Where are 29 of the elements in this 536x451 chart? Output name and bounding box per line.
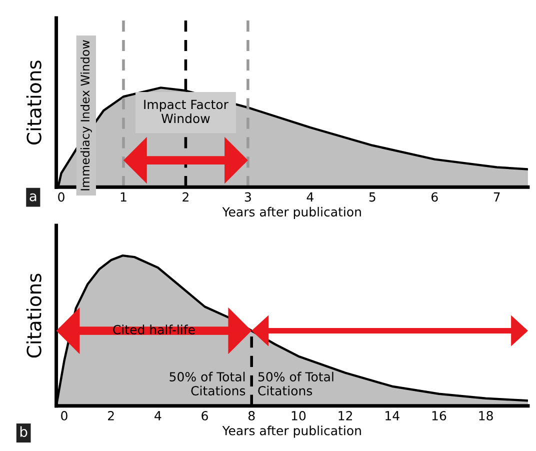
x-tick-label: 0 <box>61 410 68 420</box>
annotation: 50% of Total Citations <box>258 372 334 396</box>
x-tick-label: 6 <box>432 192 438 202</box>
x-axis-title: Years after publication <box>222 206 361 219</box>
x-tick-label: 5 <box>369 192 376 202</box>
annotation: 50% of Total Citations <box>170 372 246 396</box>
x-tick-label: 12 <box>338 410 352 420</box>
annotation: Immediacy Index Window <box>80 40 92 190</box>
x-tick-label: 16 <box>432 410 446 420</box>
x-axis-title: Years after publication <box>222 426 361 438</box>
text: b <box>20 426 28 437</box>
x-tick-label: 1 <box>120 192 126 202</box>
x-tick-label: 4 <box>306 192 314 202</box>
x-tick-label: 2 <box>108 410 114 420</box>
x-tick-label: 2 <box>182 192 188 202</box>
x-tick-label: 6 <box>202 410 208 420</box>
annotation: Cited half-life <box>113 324 195 334</box>
x-tick-label: 10 <box>292 410 306 420</box>
x-tick-label: 18 <box>479 410 493 420</box>
x-tick-label: 8 <box>248 410 255 420</box>
y-axis-title: Citations <box>26 274 42 358</box>
x-tick-label: 4 <box>154 411 162 420</box>
x-tick-label: 7 <box>494 192 500 202</box>
x-tick-label: 14 <box>386 411 400 420</box>
text: a <box>30 193 36 202</box>
x-tick-label: 0 <box>58 192 64 202</box>
annotation: Impact Factor Window <box>144 100 228 124</box>
y-axis-title: Citations <box>26 60 42 144</box>
x-tick-label: 3 <box>244 192 251 202</box>
